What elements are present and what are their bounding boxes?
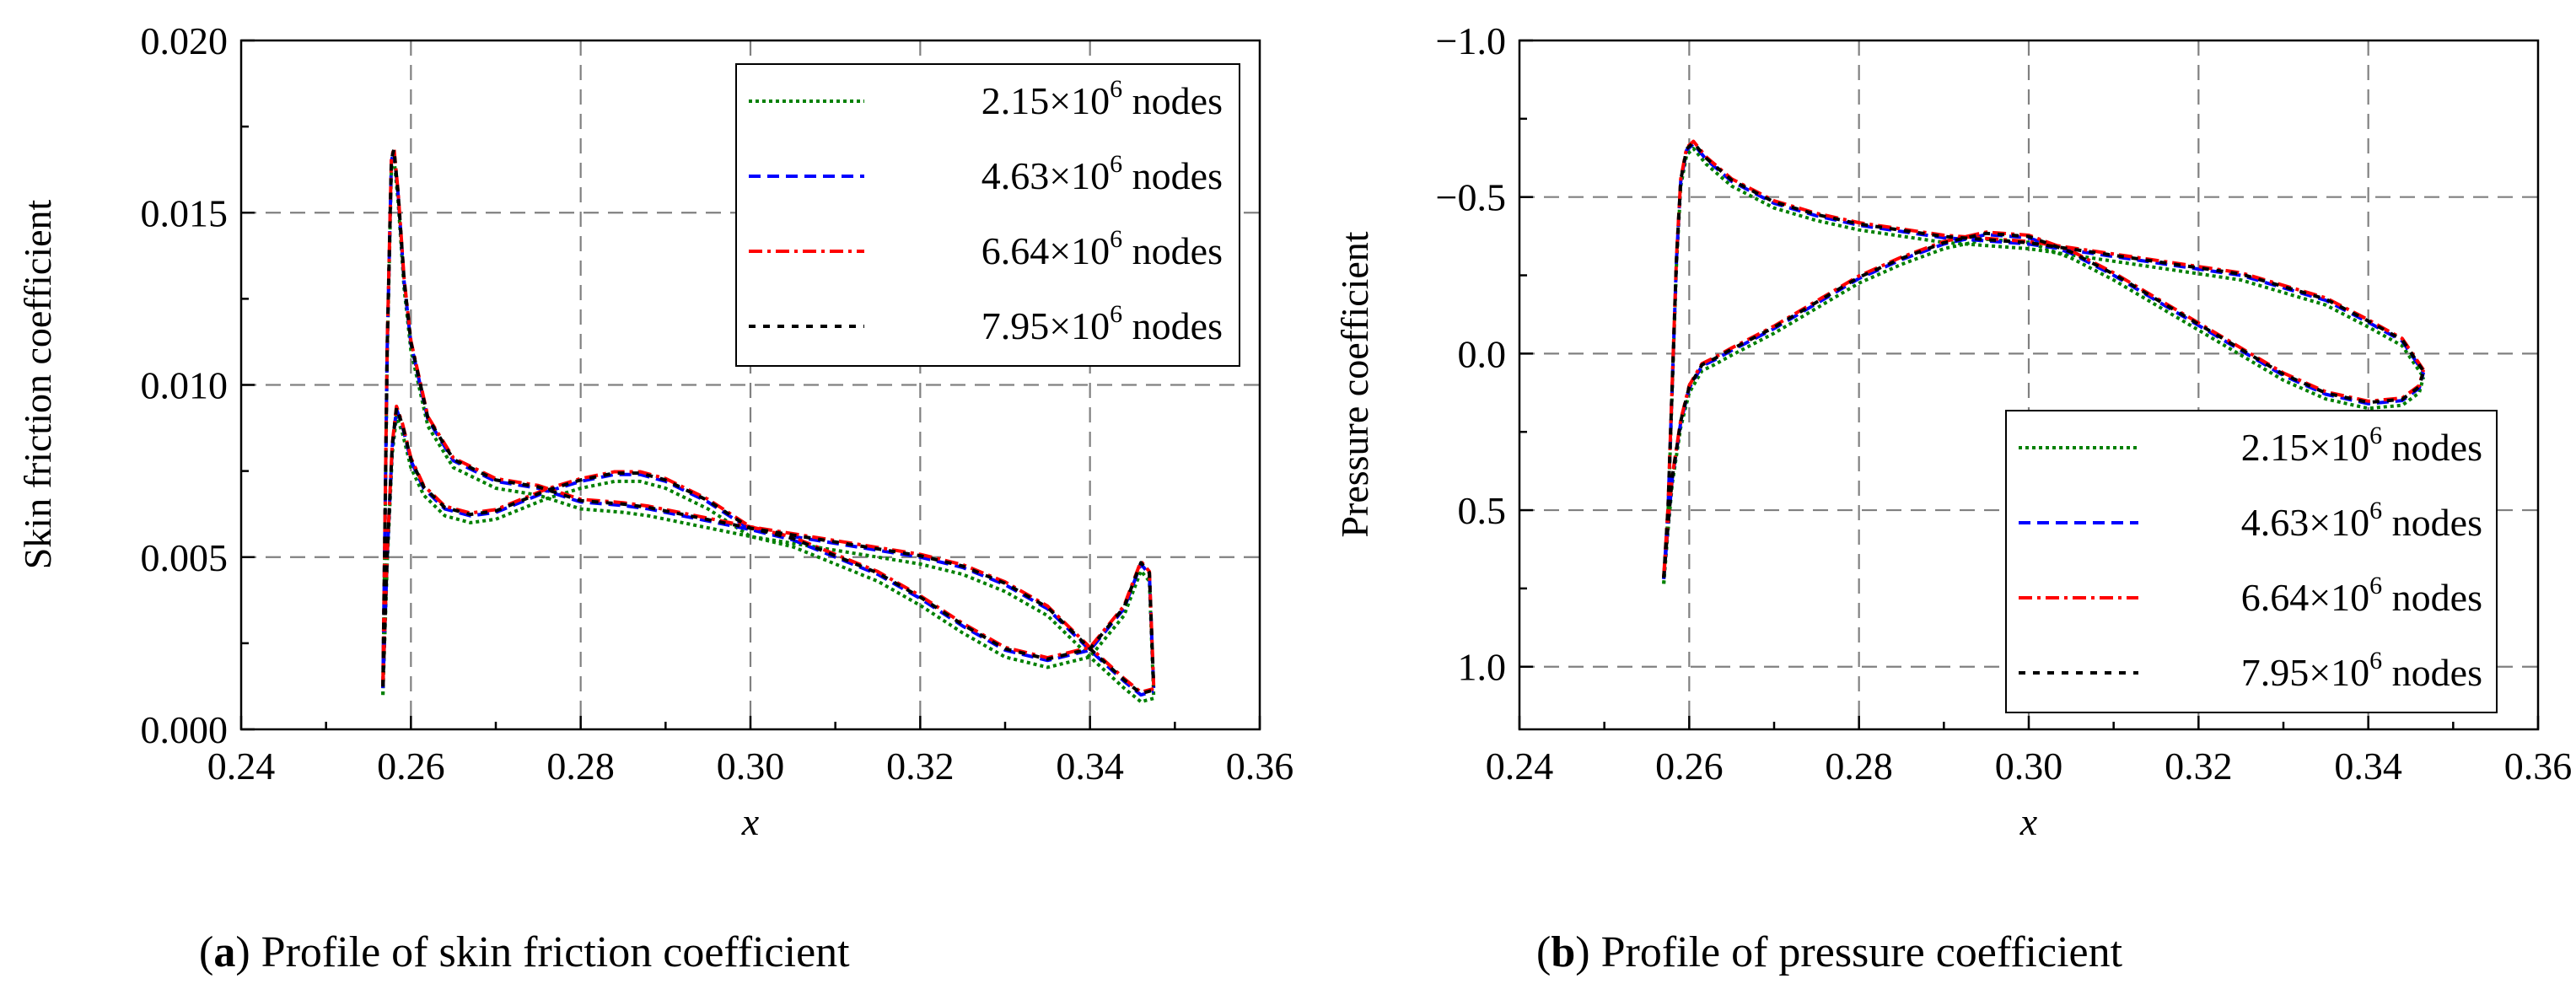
series-1: [381, 155, 1156, 704]
series-line-upper-surface: [1662, 141, 2425, 578]
legend-a: 2.15×106 nodes 4.63×106 nodes 6.64×106 nod…: [735, 63, 1240, 367]
series-line-branch-2: [381, 414, 1154, 704]
legend-label: 4.63×106 nodes: [2241, 497, 2482, 544]
y-axis-label-b: Pressure coefficient: [1333, 231, 1376, 537]
legend-item: 4.63×106 nodes: [749, 150, 1223, 197]
y-tick-label: 0.0: [1458, 332, 1507, 375]
x-tick-label: 0.30: [1995, 745, 2063, 788]
x-tick-label: 0.26: [1655, 745, 1724, 788]
x-tick-label: 0.34: [2334, 745, 2402, 788]
ticks-b: [1518, 39, 2540, 729]
x-axis-label-b: x: [2019, 800, 2038, 843]
ticks-a: [239, 39, 1261, 731]
y-tick-label: −0.5: [1436, 176, 1506, 219]
series-3: [1662, 139, 2426, 577]
series-line-branch-2: [381, 406, 1154, 696]
grid-a: [241, 40, 1260, 729]
x-tick-label: 0.26: [377, 745, 445, 788]
y-tick-labels-b: −1.0 −0.5 0.0 0.5 1.0: [1436, 19, 1506, 689]
series-1: [1662, 147, 2426, 584]
legend-label: 4.63×106 nodes: [981, 150, 1223, 197]
legend-item: 4.63×106 nodes: [2019, 497, 2482, 544]
series-line-branch-1: [381, 155, 1156, 696]
legend-item: 6.64×106 nodes: [749, 225, 1223, 272]
legend-box-b: [2005, 410, 2498, 713]
x-tick-labels-a: 0.24 0.26 0.28 0.30 0.32 0.34 0.36: [207, 745, 1294, 788]
caption-text-a: Profile of skin friction coefficient: [261, 928, 850, 976]
caption-a: (a) Profile of skin friction coefficient: [199, 928, 850, 976]
legend-b: 2.15×106 nodes 4.63×106 nodes 6.64×106 nod…: [2005, 410, 2498, 713]
x-tick-label: 0.36: [1226, 745, 1294, 788]
legend-label: 6.64×106 nodes: [981, 225, 1223, 272]
x-tick-label: 0.36: [2504, 745, 2573, 788]
x-tick-label: 0.32: [2165, 745, 2233, 788]
legend-label: 2.15×106 nodes: [2241, 422, 2482, 469]
x-tick-label: 0.28: [1825, 745, 1893, 788]
x-tick-label: 0.30: [717, 745, 785, 788]
series-line-branch-1: [381, 148, 1156, 687]
series-line-lower-surface: [1662, 237, 2426, 584]
series-line-lower-surface: [1662, 231, 2426, 578]
legend-box-a: [735, 63, 1240, 367]
series-line-branch-1: [381, 146, 1156, 685]
x-tick-label: 0.24: [1486, 745, 1554, 788]
legend-label: 7.95×106 nodes: [981, 300, 1223, 347]
y-tick-label: 0.015: [141, 191, 229, 234]
y-tick-label: 0.000: [141, 708, 229, 751]
y-axis-label-a: Skin friction coefficient: [16, 199, 59, 569]
panel-label-a: a: [213, 928, 235, 976]
legend-item: 6.64×106 nodes: [2019, 572, 2482, 619]
series-line-lower-surface: [1662, 230, 2426, 577]
x-tick-label: 0.34: [1056, 745, 1124, 788]
y-tick-label: 0.005: [141, 536, 229, 579]
x-tick-label: 0.28: [546, 745, 615, 788]
y-tick-labels-a: 0.000 0.005 0.010 0.015 0.020: [141, 19, 229, 751]
y-tick-label: 0.5: [1458, 489, 1507, 532]
legend-item: 2.15×106 nodes: [2019, 422, 2482, 469]
legend-label: 7.95×106 nodes: [2241, 647, 2482, 694]
legend-item: 2.15×106 nodes: [749, 75, 1223, 122]
curves-b: [1662, 139, 2426, 584]
x-axis-label-a: x: [741, 800, 760, 843]
series-line-branch-2: [381, 407, 1154, 697]
panel-b: 0.24 0.26 0.28 0.30 0.32 0.34 0.36 −1.0 −0.5 0.0…: [1333, 19, 2572, 976]
legend-item: 7.95×106 nodes: [2019, 647, 2482, 694]
caption-b: (b) Profile of pressure coefficient: [1536, 928, 2123, 976]
panel-a: 0.24 0.26 0.28 0.30 0.32 0.34 0.36 0.0000.0050…: [16, 19, 1293, 976]
y-tick-label: 0.020: [141, 19, 229, 62]
caption-text-b: Profile of pressure coefficient: [1601, 928, 2123, 976]
y-tick-label: −1.0: [1436, 19, 1506, 62]
x-tick-labels-b: 0.24 0.26 0.28 0.30 0.32 0.34 0.36: [1486, 745, 2573, 788]
x-tick-label: 0.32: [886, 745, 955, 788]
x-tick-label: 0.24: [207, 745, 276, 788]
curves-a: [381, 146, 1156, 704]
series-3: [381, 146, 1156, 694]
legend-item: 7.95×106 nodes: [749, 300, 1223, 347]
panel-label-b: b: [1551, 928, 1575, 976]
y-tick-label: 1.0: [1458, 646, 1507, 689]
y-tick-label: 0.010: [141, 364, 229, 407]
legend-label: 6.64×106 nodes: [2241, 572, 2482, 619]
series-4: [381, 148, 1156, 696]
legend-label: 2.15×106 nodes: [981, 75, 1223, 122]
series-line-branch-2: [381, 404, 1154, 694]
series-4: [1662, 141, 2426, 578]
